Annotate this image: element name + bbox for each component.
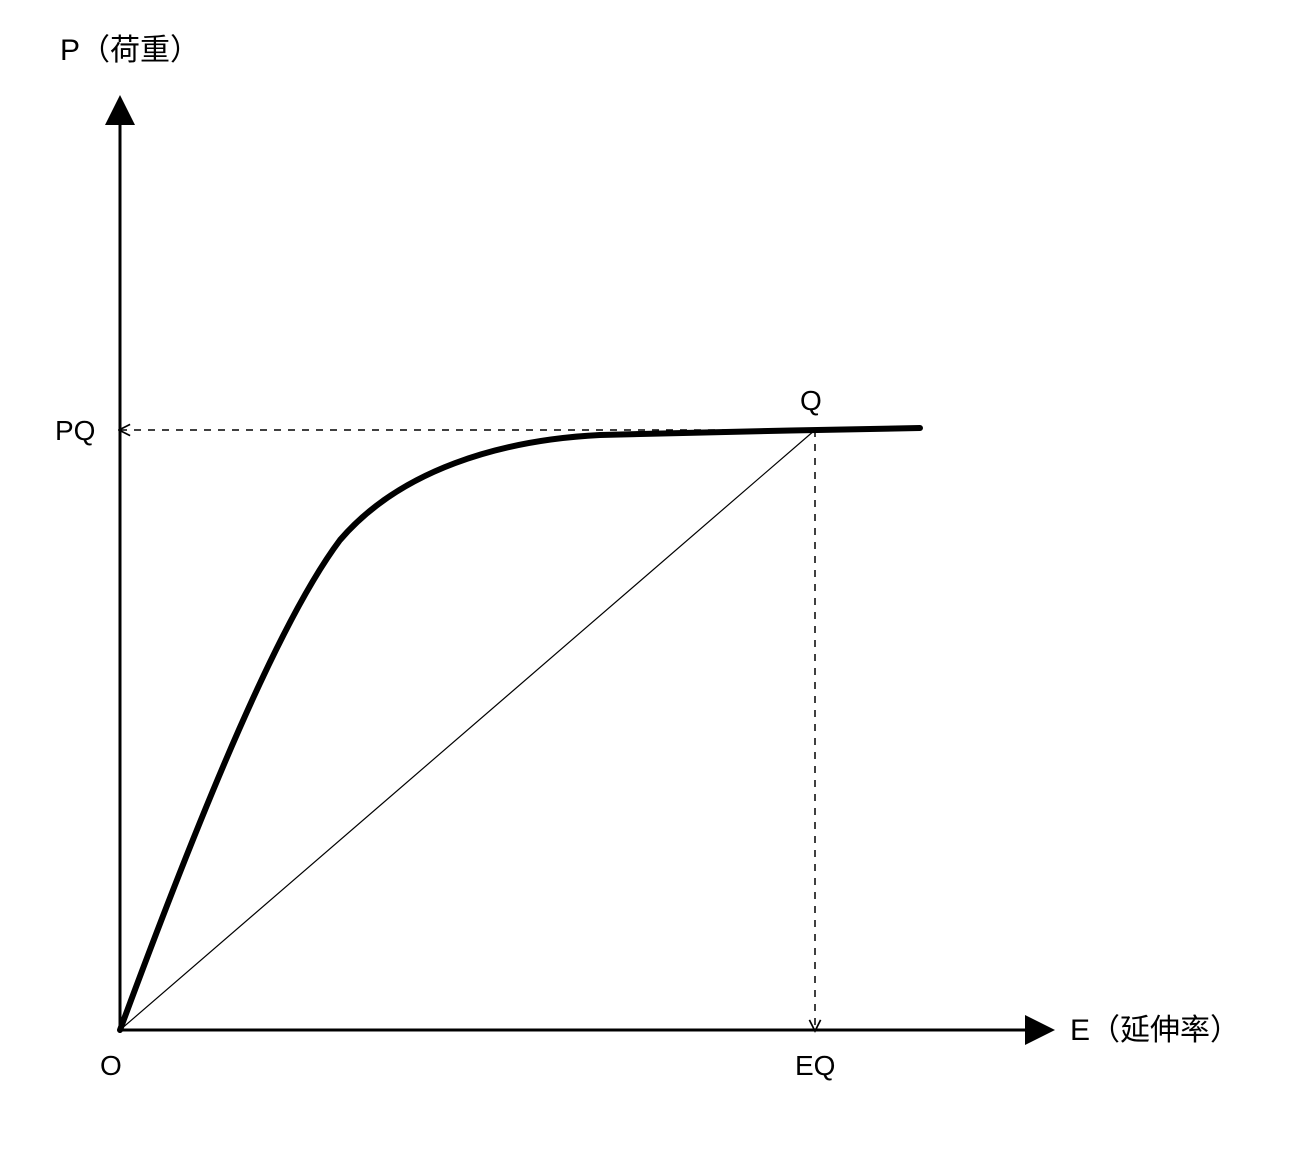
chart-background [0, 0, 1296, 1152]
eq-label: EQ [795, 1050, 835, 1081]
x-axis-label: E（延伸率） [1070, 1014, 1240, 1047]
q-label: Q [800, 385, 822, 416]
y-axis-label: P（荷重） [60, 34, 200, 67]
origin-label: O [100, 1050, 122, 1081]
load-elongation-diagram: P（荷重） E（延伸率） O PQ EQ Q [0, 0, 1296, 1152]
pq-label: PQ [55, 415, 95, 446]
